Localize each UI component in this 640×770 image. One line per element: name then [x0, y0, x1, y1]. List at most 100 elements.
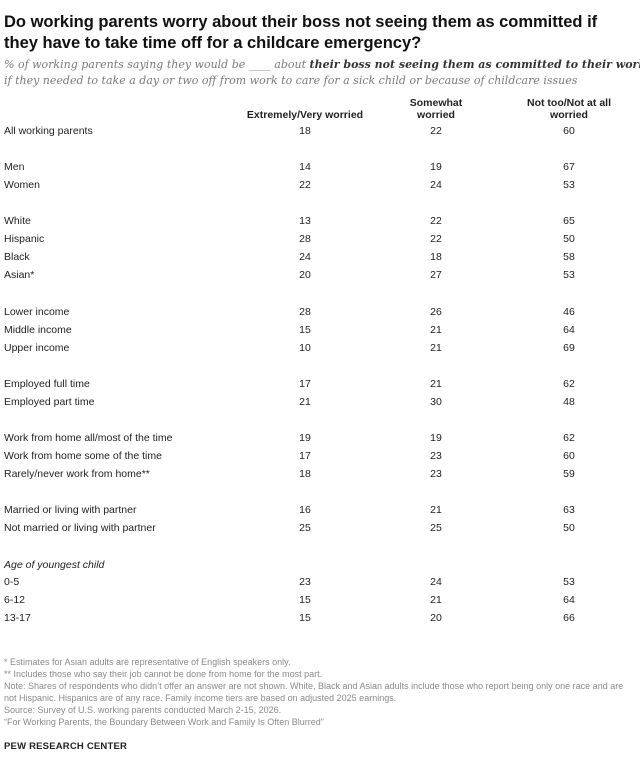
row-label: Employed part time [4, 396, 95, 408]
value-somewhat: 23 [430, 468, 442, 480]
column-header-extremely-very: Extremely/Very worried [246, 109, 364, 121]
value-not-too: 62 [563, 378, 575, 390]
value-somewhat: 22 [430, 233, 442, 245]
value-not-too: 50 [563, 233, 575, 245]
table-row: Rarely/never work from home** 18 23 59 [0, 466, 640, 484]
footnote-home: ** Includes those who say their job cann… [4, 669, 323, 679]
value-extremely-very: 15 [299, 612, 311, 624]
row-label: Lower income [4, 306, 70, 318]
subtitle-suffix: if they needed to take a day or two off … [4, 74, 578, 87]
row-label: Women [4, 179, 40, 191]
value-somewhat: 24 [430, 179, 442, 191]
value-not-too: 53 [563, 179, 575, 191]
value-not-too: 67 [563, 161, 575, 173]
row-label: Upper income [4, 342, 70, 354]
value-extremely-very: 20 [299, 269, 311, 281]
row-label: Married or living with partner [4, 504, 137, 516]
value-not-too: 59 [563, 468, 575, 480]
table-row: Lower income 28 26 46 [0, 304, 640, 322]
value-not-too: 46 [563, 306, 575, 318]
value-somewhat: 30 [430, 396, 442, 408]
value-extremely-very: 18 [299, 125, 311, 137]
value-not-too: 60 [563, 125, 575, 137]
table-row: 13-17 15 20 66 [0, 610, 640, 628]
value-extremely-very: 15 [299, 324, 311, 336]
value-not-too: 58 [563, 251, 575, 263]
column-header-not-too: Not too/Not at all worried [527, 97, 611, 121]
value-extremely-very: 25 [299, 522, 311, 534]
value-extremely-very: 19 [299, 432, 311, 444]
value-extremely-very: 15 [299, 594, 311, 606]
footnote-asian: * Estimates for Asian adults are represe… [4, 657, 291, 667]
value-extremely-very: 21 [299, 396, 311, 408]
value-somewhat: 25 [430, 522, 442, 534]
subtitle-prefix: % of working parents saying they would b… [4, 58, 310, 71]
footnotes: * Estimates for Asian adults are represe… [4, 656, 636, 728]
value-extremely-very: 18 [299, 468, 311, 480]
table-row: Hispanic 28 22 50 [0, 231, 640, 249]
value-not-too: 48 [563, 396, 575, 408]
table-row: Women 22 24 53 [0, 177, 640, 195]
value-extremely-very: 13 [299, 215, 311, 227]
table-row: Employed part time 21 30 48 [0, 394, 640, 412]
row-label: Not married or living with partner [4, 522, 156, 534]
value-extremely-very: 16 [299, 504, 311, 516]
row-label: Rarely/never work from home** [4, 468, 150, 480]
value-extremely-very: 23 [299, 576, 311, 588]
value-not-too: 64 [563, 594, 575, 606]
value-somewhat: 22 [430, 215, 442, 227]
table-row: Men 14 19 67 [0, 159, 640, 177]
value-extremely-very: 10 [299, 342, 311, 354]
value-extremely-very: 24 [299, 251, 311, 263]
table-row: White 13 22 65 [0, 213, 640, 231]
table-row: Black 24 18 58 [0, 249, 640, 267]
value-somewhat: 21 [430, 378, 442, 390]
value-extremely-very: 28 [299, 306, 311, 318]
value-somewhat: 27 [430, 269, 442, 281]
value-not-too: 53 [563, 269, 575, 281]
value-extremely-very: 22 [299, 179, 311, 191]
value-somewhat: 21 [430, 324, 442, 336]
table-row: Asian* 20 27 53 [0, 267, 640, 285]
note-text: Note: Shares of respondents who didn’t o… [4, 681, 624, 703]
value-somewhat: 18 [430, 251, 442, 263]
table-row: 0-5 23 24 53 [0, 574, 640, 592]
value-extremely-very: 17 [299, 450, 311, 462]
table-row: Work from home all/most of the time 19 19 6… [0, 430, 640, 448]
value-not-too: 60 [563, 450, 575, 462]
row-label: Men [4, 161, 25, 173]
row-label: 13-17 [4, 612, 31, 624]
value-extremely-very: 28 [299, 233, 311, 245]
table-row: Middle income 15 21 64 [0, 322, 640, 340]
row-label: Work from home some of the time [4, 450, 162, 462]
value-somewhat: 23 [430, 450, 442, 462]
row-label: Work from home all/most of the time [4, 432, 173, 444]
subtitle-bold: their boss not seeing them as committed … [309, 58, 640, 71]
value-not-too: 64 [563, 324, 575, 336]
row-label: White [4, 215, 31, 227]
row-label: Asian* [4, 269, 35, 281]
report-title: “For Working Parents, the Boundary Betwe… [4, 717, 324, 727]
table-row: Not married or living with partner 25 25 50 [0, 520, 640, 538]
row-label: Employed full time [4, 378, 90, 390]
value-somewhat: 20 [430, 612, 442, 624]
row-label: Hispanic [4, 233, 45, 245]
brand-logo-text: PEW RESEARCH CENTER [4, 741, 128, 752]
value-somewhat: 19 [430, 161, 442, 173]
value-not-too: 53 [563, 576, 575, 588]
value-somewhat: 24 [430, 576, 442, 588]
group-heading-age: Age of youngest child [4, 559, 105, 571]
table-row: Married or living with partner 16 21 63 [0, 502, 640, 520]
row-label: All working parents [4, 125, 93, 137]
table-row: All working parents 18 22 60 [0, 123, 640, 141]
table-row: 6-12 15 21 64 [0, 592, 640, 610]
value-somewhat: 21 [430, 342, 442, 354]
value-somewhat: 21 [430, 594, 442, 606]
value-somewhat: 19 [430, 432, 442, 444]
subtitle: % of working parents saying they would b… [4, 57, 640, 89]
value-extremely-very: 14 [299, 161, 311, 173]
value-not-too: 65 [563, 215, 575, 227]
value-somewhat: 22 [430, 125, 442, 137]
value-not-too: 69 [563, 342, 575, 354]
row-label: Middle income [4, 324, 72, 336]
